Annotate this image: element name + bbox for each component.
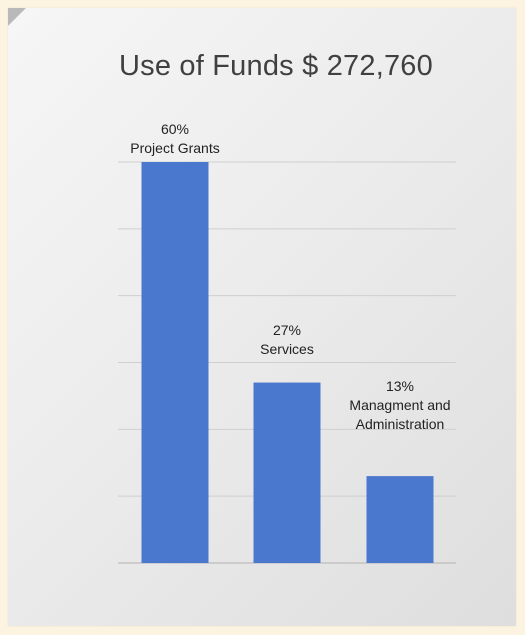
category-label: Managment and bbox=[349, 397, 451, 414]
bar-2 bbox=[253, 382, 321, 563]
data-label-3: 13% Managment and Administration bbox=[349, 377, 450, 434]
category-label: Services bbox=[260, 340, 314, 357]
bar-1 bbox=[141, 162, 209, 563]
category-label: Administration bbox=[355, 416, 445, 433]
chart-title: Use of Funds $ 272,760 bbox=[119, 50, 433, 82]
bar-3 bbox=[366, 476, 434, 563]
category-label: Project Grants bbox=[130, 140, 220, 156]
data-label-1: 60% Project Grants bbox=[130, 120, 219, 158]
value-label: 27% bbox=[272, 321, 302, 338]
data-label-2: 27% Services bbox=[260, 321, 314, 359]
value-label: 13% bbox=[385, 378, 415, 395]
corner-fold-decoration bbox=[8, 8, 26, 26]
value-label: 60% bbox=[160, 121, 190, 137]
